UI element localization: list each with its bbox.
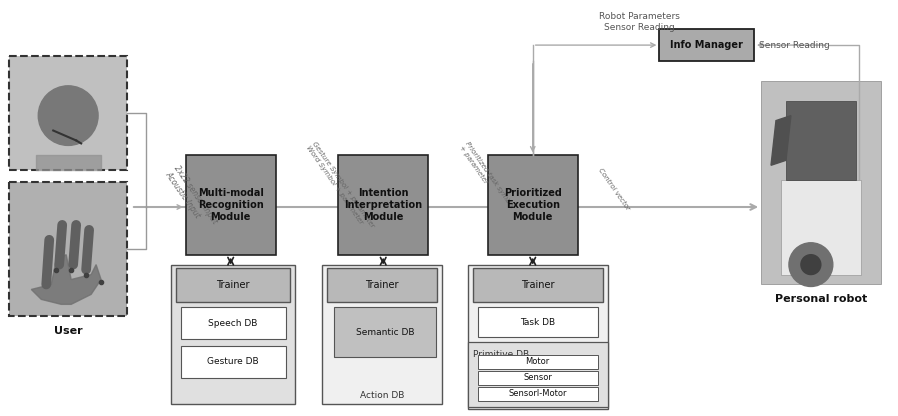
Bar bbox=[176, 267, 290, 302]
Text: Primitive DB: Primitive DB bbox=[473, 350, 529, 359]
Text: Prioritized
Execution
Module: Prioritized Execution Module bbox=[504, 188, 561, 222]
Text: Sensorl-Motor: Sensorl-Motor bbox=[508, 389, 567, 398]
Text: Semantic DB: Semantic DB bbox=[356, 328, 415, 337]
Bar bbox=[478, 387, 597, 401]
Bar bbox=[468, 265, 608, 409]
Bar bbox=[478, 355, 597, 369]
Polygon shape bbox=[771, 116, 791, 165]
Text: Sensor Reading: Sensor Reading bbox=[604, 23, 674, 32]
Bar bbox=[786, 101, 856, 180]
Text: Trainer: Trainer bbox=[365, 280, 399, 290]
Text: Multi-modal
Recognition
Module: Multi-modal Recognition Module bbox=[198, 188, 264, 222]
Bar bbox=[186, 155, 276, 255]
Bar bbox=[322, 265, 442, 404]
Text: Trainer: Trainer bbox=[521, 280, 554, 290]
Bar bbox=[334, 307, 436, 357]
Text: Task DB: Task DB bbox=[520, 318, 555, 327]
Polygon shape bbox=[31, 255, 101, 305]
Text: Gesture DB: Gesture DB bbox=[207, 357, 259, 366]
Text: Control vector: Control vector bbox=[597, 167, 631, 211]
Bar bbox=[339, 155, 428, 255]
Text: Intention
Interpretation
Module: Intention Interpretation Module bbox=[344, 188, 422, 222]
Text: Motor: Motor bbox=[525, 357, 550, 366]
Text: Speech DB: Speech DB bbox=[208, 319, 258, 328]
Text: User: User bbox=[54, 326, 83, 336]
Text: Trainer: Trainer bbox=[216, 280, 250, 290]
Bar bbox=[761, 81, 881, 285]
Text: Personal robot: Personal robot bbox=[775, 295, 867, 305]
Circle shape bbox=[39, 86, 98, 146]
Bar bbox=[659, 29, 754, 61]
Text: 2x22 sensor input
Acoustic Input: 2x22 sensor input Acoustic Input bbox=[163, 164, 219, 232]
Bar bbox=[473, 267, 603, 302]
Bar bbox=[781, 180, 860, 275]
Bar bbox=[171, 265, 295, 404]
Text: Action DB: Action DB bbox=[360, 391, 404, 400]
Text: Gesture Symbol + parameter
Word Symbol + parameter: Gesture Symbol + parameter Word Symbol +… bbox=[305, 141, 375, 233]
Bar bbox=[12, 58, 125, 168]
Bar bbox=[478, 307, 597, 337]
Text: Info Manager: Info Manager bbox=[670, 40, 744, 50]
Circle shape bbox=[789, 243, 832, 287]
Bar bbox=[328, 267, 437, 302]
Bar bbox=[180, 307, 286, 339]
Bar bbox=[180, 346, 286, 378]
Text: Sensor Reading: Sensor Reading bbox=[759, 41, 830, 50]
Bar bbox=[9, 182, 127, 316]
Bar bbox=[488, 155, 577, 255]
Bar bbox=[478, 371, 597, 385]
Circle shape bbox=[801, 255, 821, 275]
Bar bbox=[468, 342, 608, 407]
Text: Prioritized task symbol
+ parameter: Prioritized task symbol + parameter bbox=[458, 141, 515, 214]
Bar bbox=[12, 184, 125, 314]
Bar bbox=[9, 56, 127, 170]
Text: Robot Parameters: Robot Parameters bbox=[599, 12, 680, 21]
Text: Sensor: Sensor bbox=[524, 373, 552, 382]
